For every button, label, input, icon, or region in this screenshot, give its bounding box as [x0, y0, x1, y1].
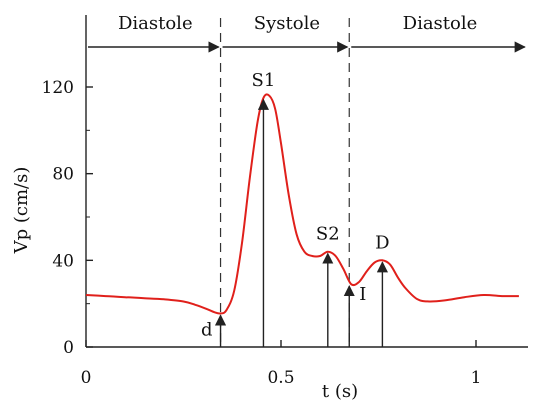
velocity-curve [85, 93, 519, 315]
annotation-layer: d S1 S2 I D [201, 70, 390, 347]
series-layer [85, 93, 519, 315]
phase-label: Systole [254, 13, 320, 34]
axes-layer: 0 40 80 120 0 0.5 1 [42, 15, 528, 388]
x-axis-title: t (s) [322, 381, 358, 401]
y-axis-title: Vp (cm/s) [11, 167, 32, 255]
phase-label: Diastole [118, 13, 193, 34]
y-tick-label: 0 [63, 338, 74, 358]
x-tick-label: 1 [471, 368, 482, 388]
y-tick-label: 120 [42, 78, 74, 98]
x-tick-label: 0 [81, 368, 92, 388]
annotation-label-s2: S2 [316, 224, 340, 245]
phase-bar-layer: Diastole Systole Diastole [88, 13, 526, 347]
annotation-label-d: D [375, 232, 389, 253]
phase-label: Diastole [403, 13, 478, 34]
annotation-label-i: I [359, 284, 366, 305]
y-tick-label: 80 [52, 165, 74, 185]
annotation-label-d: d [201, 319, 213, 340]
x-tick-label: 0.5 [267, 368, 294, 388]
y-tick-label: 40 [52, 251, 74, 271]
annotation-label-s1: S1 [252, 70, 276, 91]
